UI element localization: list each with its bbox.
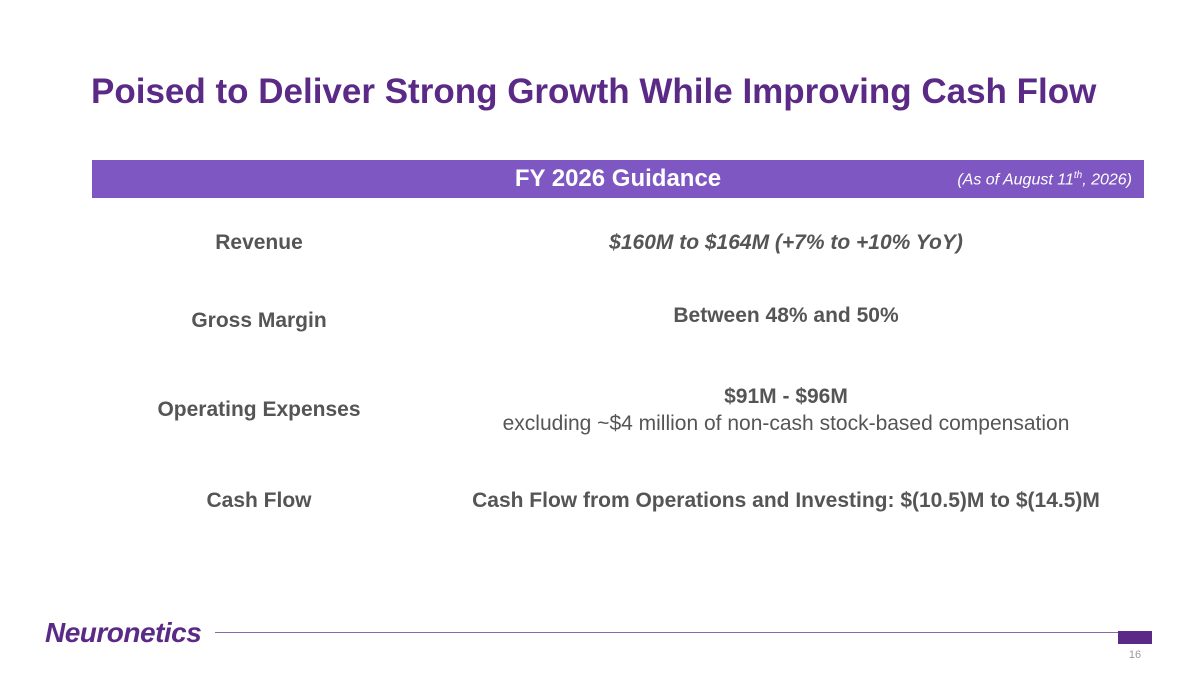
as-of-note-suffix: , 2026): [1082, 171, 1132, 189]
as-of-note-prefix: (As of August 11: [957, 171, 1074, 189]
operating-expenses-detail: excluding ~$4 million of non-cash stock-…: [502, 412, 1070, 435]
gross-margin-label: Gross Margin: [191, 309, 327, 332]
as-of-date-note: (As of August 11th, 2026): [957, 170, 1132, 189]
cash-flow-value: Cash Flow from Operations and Investing:…: [472, 489, 1100, 512]
footer-accent-block: [1118, 631, 1152, 644]
operating-expenses-value: $91M - $96M: [724, 385, 848, 408]
cash-flow-label: Cash Flow: [206, 489, 312, 512]
as-of-note-superscript: th: [1073, 170, 1083, 181]
operating-expenses-label: Operating Expenses: [157, 398, 361, 421]
footer-divider: [215, 632, 1118, 633]
page-number: 16: [1128, 649, 1142, 661]
gross-margin-value: Between 48% and 50%: [673, 304, 899, 327]
guidance-banner: FY 2026 Guidance (As of August 11th, 202…: [92, 160, 1144, 198]
revenue-label: Revenue: [215, 231, 303, 254]
slide-title: Poised to Deliver Strong Growth While Im…: [91, 72, 1097, 111]
banner-heading: FY 2026 Guidance: [514, 165, 722, 192]
neuronetics-logo: Neuronetics: [45, 617, 202, 648]
revenue-value: $160M to $164M (+7% to +10% YoY): [609, 231, 963, 254]
